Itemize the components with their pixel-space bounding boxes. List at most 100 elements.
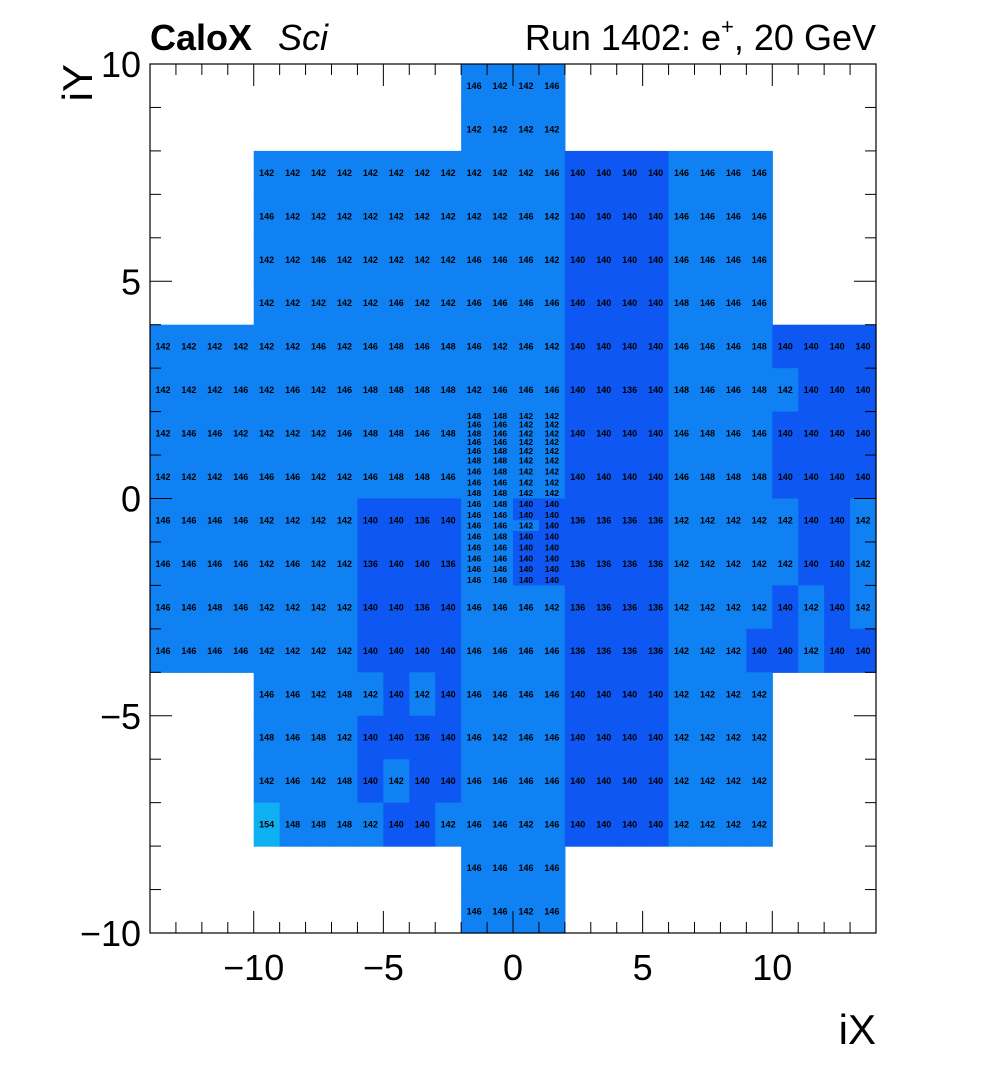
cell-value-label: 140 xyxy=(596,255,611,265)
cell-value-label: 136 xyxy=(415,602,430,612)
cell-value-label: 136 xyxy=(648,559,663,569)
cell-value-label: 142 xyxy=(389,776,404,786)
cell-value-label: 140 xyxy=(830,515,845,525)
cell-value-label: 148 xyxy=(700,429,715,439)
cell-value-label: 140 xyxy=(570,776,585,786)
heatmap-cell xyxy=(616,541,644,586)
heatmap-cell xyxy=(694,194,722,239)
heatmap-cell xyxy=(227,498,255,543)
heatmap-cell xyxy=(564,759,592,804)
run-info-charge: + xyxy=(721,14,734,39)
cell-value-label: 140 xyxy=(519,575,533,585)
heatmap-cell xyxy=(720,585,747,630)
cell-value-label: 142 xyxy=(493,342,508,352)
cell-value-label: 136 xyxy=(596,646,611,656)
cell-value-label: 142 xyxy=(441,820,456,830)
cell-value-label: 140 xyxy=(596,429,611,439)
heatmap-cell xyxy=(175,585,203,630)
cell-value-label: 148 xyxy=(700,472,715,482)
heatmap-cell xyxy=(694,672,722,717)
heatmap-cell xyxy=(383,802,410,847)
heatmap-cell xyxy=(305,324,333,369)
cell-value-label: 142 xyxy=(493,81,508,91)
heatmap-cell xyxy=(435,715,462,760)
heatmap-cell xyxy=(513,476,540,489)
cell-value-label: 146 xyxy=(467,532,481,542)
heatmap-cell xyxy=(513,428,540,439)
heatmap-cell xyxy=(850,628,877,673)
cell-value-label: 140 xyxy=(648,820,663,830)
heatmap-cell xyxy=(227,324,255,369)
heatmap-cell xyxy=(461,552,488,565)
heatmap-cell xyxy=(357,194,384,239)
heatmap-cell xyxy=(357,150,384,195)
heatmap-cell xyxy=(487,194,514,239)
cell-value-label: 140 xyxy=(778,602,793,612)
cell-value-label: 146 xyxy=(518,298,533,308)
cell-value-label: 142 xyxy=(752,733,767,743)
heatmap-cell xyxy=(824,455,851,500)
cell-value-label: 146 xyxy=(518,255,533,265)
heatmap-cell xyxy=(538,194,566,239)
cell-value-label: 148 xyxy=(467,428,481,438)
heatmap-cell xyxy=(513,574,540,586)
cell-value-label: 140 xyxy=(778,342,793,352)
heatmap-cell xyxy=(279,541,307,586)
cell-value-label: 136 xyxy=(622,646,637,656)
cell-value-label: 140 xyxy=(441,602,456,612)
cell-value-label: 142 xyxy=(518,820,533,830)
cell-value-label: 142 xyxy=(259,646,274,656)
cell-value-label: 146 xyxy=(493,521,507,531)
cell-value-label: 146 xyxy=(311,255,326,265)
cell-value-label: 140 xyxy=(519,532,533,542)
cell-value-label: 140 xyxy=(596,776,611,786)
cell-value-label: 142 xyxy=(856,515,871,525)
heatmap-cell xyxy=(616,759,644,804)
heatmap-cell xyxy=(253,194,281,239)
heatmap-cell xyxy=(487,487,514,500)
heatmap-cell xyxy=(798,585,825,630)
cell-value-label: 142 xyxy=(674,776,689,786)
cell-value-label: 142 xyxy=(545,437,559,447)
heatmap-cell xyxy=(487,150,514,195)
heatmap-cell xyxy=(668,802,696,847)
cell-value-label: 140 xyxy=(596,342,611,352)
heatmap-cell xyxy=(279,194,307,239)
cell-value-label: 146 xyxy=(700,342,715,352)
heatmap-cell xyxy=(383,281,410,326)
heatmap-cell xyxy=(772,411,799,456)
cell-value-label: 140 xyxy=(363,646,378,656)
cell-value-label: 146 xyxy=(467,776,482,786)
heatmap-cell xyxy=(513,846,540,891)
cell-value-label: 136 xyxy=(622,515,637,525)
heatmap-cell xyxy=(590,411,618,456)
heatmap-cell xyxy=(694,455,722,500)
cell-value-label: 146 xyxy=(544,168,559,178)
heatmap-cell xyxy=(746,585,773,630)
cell-value-label: 140 xyxy=(545,564,559,574)
heatmap-cell xyxy=(435,498,462,543)
cell-value-label: 146 xyxy=(493,776,508,786)
cell-value-label: 136 xyxy=(415,733,430,743)
cell-value-label: 140 xyxy=(830,559,845,569)
heatmap-cell xyxy=(668,281,696,326)
cell-value-label: 140 xyxy=(545,510,559,520)
heatmap-cell xyxy=(305,672,333,717)
cell-value-label: 140 xyxy=(415,820,430,830)
heatmap-cell xyxy=(383,715,410,760)
cell-value-label: 140 xyxy=(596,385,611,395)
cell-value-label: 136 xyxy=(622,559,637,569)
heatmap-cell xyxy=(487,672,514,717)
heatmap-cell xyxy=(487,628,514,673)
cell-value-label: 142 xyxy=(207,385,222,395)
cell-value-label: 148 xyxy=(467,456,481,466)
cell-value-label: 140 xyxy=(519,553,533,563)
cell-value-label: 140 xyxy=(570,820,585,830)
heatmap-cell xyxy=(746,498,773,543)
cell-value-label: 136 xyxy=(570,515,585,525)
heatmap-cell xyxy=(331,455,359,500)
cell-value-label: 142 xyxy=(337,515,352,525)
heatmap-cell xyxy=(461,563,488,576)
heatmap-cell xyxy=(720,628,747,673)
heatmap-cell xyxy=(305,715,333,760)
